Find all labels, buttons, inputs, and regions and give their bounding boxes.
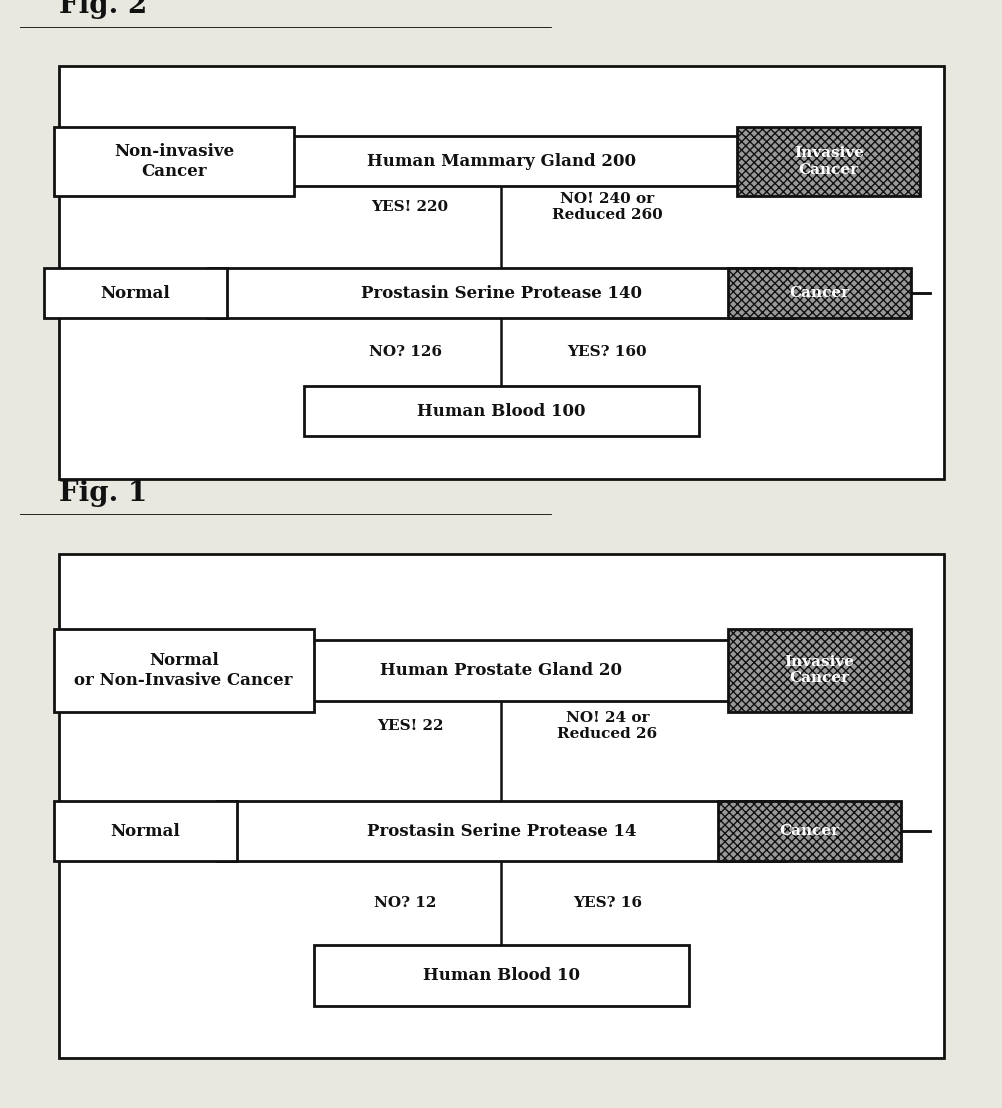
FancyBboxPatch shape	[207, 268, 795, 318]
Text: Non-invasive
Cancer: Non-invasive Cancer	[114, 143, 233, 179]
Text: Fig. 2: Fig. 2	[58, 0, 146, 19]
Text: Human Prostate Gland 20: Human Prostate Gland 20	[380, 661, 622, 679]
FancyBboxPatch shape	[727, 629, 910, 712]
Text: YES! 220: YES! 220	[371, 199, 448, 214]
Text: Prostasin Serine Protease 140: Prostasin Serine Protease 140	[361, 285, 641, 301]
Text: Prostasin Serine Protease 14: Prostasin Serine Protease 14	[367, 822, 635, 840]
FancyBboxPatch shape	[246, 136, 756, 186]
Text: Invasive
Cancer: Invasive Cancer	[784, 655, 854, 686]
Text: Cancer: Cancer	[789, 286, 849, 300]
FancyBboxPatch shape	[58, 66, 944, 480]
FancyBboxPatch shape	[314, 944, 688, 1006]
Text: NO? 12: NO? 12	[374, 896, 436, 910]
Text: Human Mammary Gland 200: Human Mammary Gland 200	[367, 153, 635, 170]
Text: YES? 160: YES? 160	[567, 346, 646, 359]
FancyBboxPatch shape	[736, 127, 920, 195]
FancyBboxPatch shape	[727, 268, 910, 318]
Text: Normal
or Non-Invasive Cancer: Normal or Non-Invasive Cancer	[74, 652, 293, 689]
FancyBboxPatch shape	[44, 268, 226, 318]
Text: Fig. 1: Fig. 1	[58, 480, 146, 506]
FancyBboxPatch shape	[256, 640, 746, 701]
Text: NO! 240 or
Reduced 260: NO! 240 or Reduced 260	[551, 192, 662, 222]
Text: Human Blood 10: Human Blood 10	[423, 966, 579, 984]
Text: Invasive
Cancer: Invasive Cancer	[794, 146, 863, 176]
Text: Human Blood 100: Human Blood 100	[417, 403, 585, 420]
FancyBboxPatch shape	[58, 554, 944, 1058]
Text: Normal: Normal	[100, 285, 170, 301]
Text: NO? 126: NO? 126	[369, 346, 441, 359]
Text: YES? 16: YES? 16	[572, 896, 641, 910]
Text: YES! 22: YES! 22	[377, 719, 443, 732]
FancyBboxPatch shape	[54, 800, 236, 862]
Text: NO! 24 or
Reduced 26: NO! 24 or Reduced 26	[557, 710, 657, 741]
Text: Normal: Normal	[110, 822, 180, 840]
FancyBboxPatch shape	[217, 800, 785, 862]
FancyBboxPatch shape	[54, 629, 314, 712]
Text: Cancer: Cancer	[779, 824, 839, 838]
FancyBboxPatch shape	[304, 387, 698, 437]
FancyBboxPatch shape	[54, 127, 295, 195]
FancyBboxPatch shape	[717, 800, 900, 862]
